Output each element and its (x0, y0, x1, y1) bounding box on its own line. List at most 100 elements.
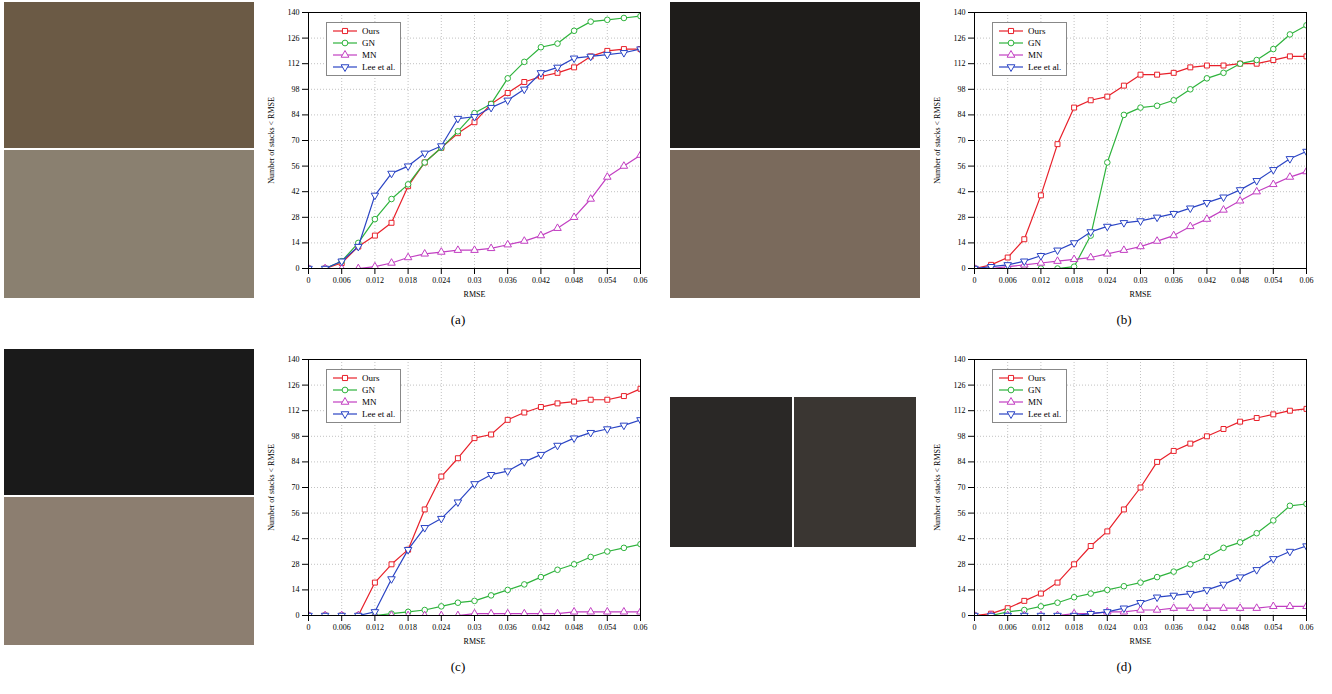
svg-text:14: 14 (958, 238, 966, 247)
svg-text:0.036: 0.036 (1165, 276, 1183, 285)
svg-text:0.042: 0.042 (532, 276, 550, 285)
svg-text:70: 70 (958, 483, 966, 492)
svg-text:0.012: 0.012 (366, 623, 384, 632)
html-text:(c): (c) (450, 659, 466, 674)
svg-text:0.036: 0.036 (1165, 623, 1183, 632)
svg-text:0.006: 0.006 (999, 276, 1017, 285)
svg-text:0.036: 0.036 (499, 276, 517, 285)
html-text:(b): (b) (1116, 312, 1132, 327)
svg-text:0.012: 0.012 (366, 276, 384, 285)
svg-text:98: 98 (292, 85, 300, 94)
svg-text:42: 42 (958, 534, 966, 543)
svg-text:Number of stacks < RMSE: Number of stacks < RMSE (267, 444, 276, 531)
svg-text:0: 0 (973, 276, 977, 285)
svg-text:0.042: 0.042 (532, 623, 550, 632)
svg-text:0: 0 (973, 623, 977, 632)
svg-text:0: 0 (962, 264, 966, 273)
svg-text:42: 42 (292, 534, 300, 543)
svg-text:0.042: 0.042 (1198, 623, 1216, 632)
svg-text:0.03: 0.03 (468, 623, 482, 632)
svg-text:RMSE: RMSE (464, 290, 486, 299)
svg-text:0.06: 0.06 (1300, 623, 1314, 632)
svg-text:0.054: 0.054 (1264, 623, 1282, 632)
svg-text:0: 0 (307, 623, 311, 632)
svg-text:0.06: 0.06 (634, 623, 648, 632)
svg-text:84: 84 (958, 110, 966, 119)
svg-text:112: 112 (954, 406, 966, 415)
svg-text:0.03: 0.03 (468, 276, 482, 285)
svg-text:0.048: 0.048 (1231, 623, 1249, 632)
svg-text:0: 0 (296, 611, 300, 620)
svg-text:0.054: 0.054 (598, 623, 616, 632)
svg-text:0.054: 0.054 (598, 276, 616, 285)
svg-text:0.012: 0.012 (1032, 623, 1050, 632)
svg-text:RMSE: RMSE (464, 637, 486, 646)
svg-text:112: 112 (288, 406, 300, 415)
svg-text:0.03: 0.03 (1134, 623, 1148, 632)
svg-text:98: 98 (958, 432, 966, 441)
svg-text:28: 28 (958, 213, 966, 222)
svg-text:56: 56 (958, 509, 966, 518)
svg-text:84: 84 (292, 110, 300, 119)
svg-text:14: 14 (292, 238, 300, 247)
svg-text:0.024: 0.024 (1098, 276, 1116, 285)
svg-text:56: 56 (958, 162, 966, 171)
svg-text:0.018: 0.018 (399, 276, 417, 285)
html-text:(d): (d) (1116, 659, 1132, 674)
svg-text:0: 0 (307, 276, 311, 285)
svg-text:Number of stacks < RMSE: Number of stacks < RMSE (933, 444, 942, 531)
svg-text:140: 140 (954, 355, 966, 364)
svg-text:70: 70 (292, 136, 300, 145)
svg-text:84: 84 (958, 457, 966, 466)
svg-text:84: 84 (292, 457, 300, 466)
svg-text:0.06: 0.06 (634, 276, 648, 285)
svg-text:0.024: 0.024 (432, 276, 450, 285)
svg-text:126: 126 (954, 34, 966, 43)
svg-text:RMSE: RMSE (1130, 290, 1152, 299)
svg-text:126: 126 (288, 34, 300, 43)
svg-text:70: 70 (292, 483, 300, 492)
svg-text:0.048: 0.048 (565, 623, 583, 632)
svg-text:126: 126 (954, 381, 966, 390)
svg-text:0.018: 0.018 (399, 623, 417, 632)
svg-text:0: 0 (962, 611, 966, 620)
svg-text:Number of stacks < RMSE: Number of stacks < RMSE (267, 97, 276, 184)
svg-text:98: 98 (958, 85, 966, 94)
svg-text:98: 98 (292, 432, 300, 441)
svg-text:126: 126 (288, 381, 300, 390)
svg-text:112: 112 (954, 59, 966, 68)
svg-text:Number of stacks < RMSE: Number of stacks < RMSE (933, 97, 942, 184)
svg-text:0.042: 0.042 (1198, 276, 1216, 285)
svg-text:42: 42 (292, 187, 300, 196)
svg-text:70: 70 (958, 136, 966, 145)
svg-text:140: 140 (288, 8, 300, 17)
svg-text:28: 28 (958, 560, 966, 569)
svg-text:0.036: 0.036 (499, 623, 517, 632)
svg-text:0.024: 0.024 (1098, 623, 1116, 632)
svg-text:0.054: 0.054 (1264, 276, 1282, 285)
svg-text:14: 14 (958, 585, 966, 594)
svg-text:28: 28 (292, 213, 300, 222)
html-text:(a): (a) (450, 312, 466, 327)
svg-text:0.048: 0.048 (565, 276, 583, 285)
svg-text:140: 140 (954, 8, 966, 17)
svg-text:0.018: 0.018 (1065, 623, 1083, 632)
svg-text:56: 56 (292, 509, 300, 518)
svg-text:140: 140 (288, 355, 300, 364)
svg-text:0.018: 0.018 (1065, 276, 1083, 285)
svg-text:0.06: 0.06 (1300, 276, 1314, 285)
svg-text:RMSE: RMSE (1130, 637, 1152, 646)
svg-text:0.006: 0.006 (333, 276, 351, 285)
svg-text:28: 28 (292, 560, 300, 569)
svg-text:0: 0 (296, 264, 300, 273)
svg-text:42: 42 (958, 187, 966, 196)
svg-text:0.024: 0.024 (432, 623, 450, 632)
svg-text:14: 14 (292, 585, 300, 594)
svg-text:0.048: 0.048 (1231, 276, 1249, 285)
svg-text:56: 56 (292, 162, 300, 171)
svg-text:0.03: 0.03 (1134, 276, 1148, 285)
svg-text:0.012: 0.012 (1032, 276, 1050, 285)
svg-text:0.006: 0.006 (333, 623, 351, 632)
svg-text:0.006: 0.006 (999, 623, 1017, 632)
svg-text:112: 112 (288, 59, 300, 68)
